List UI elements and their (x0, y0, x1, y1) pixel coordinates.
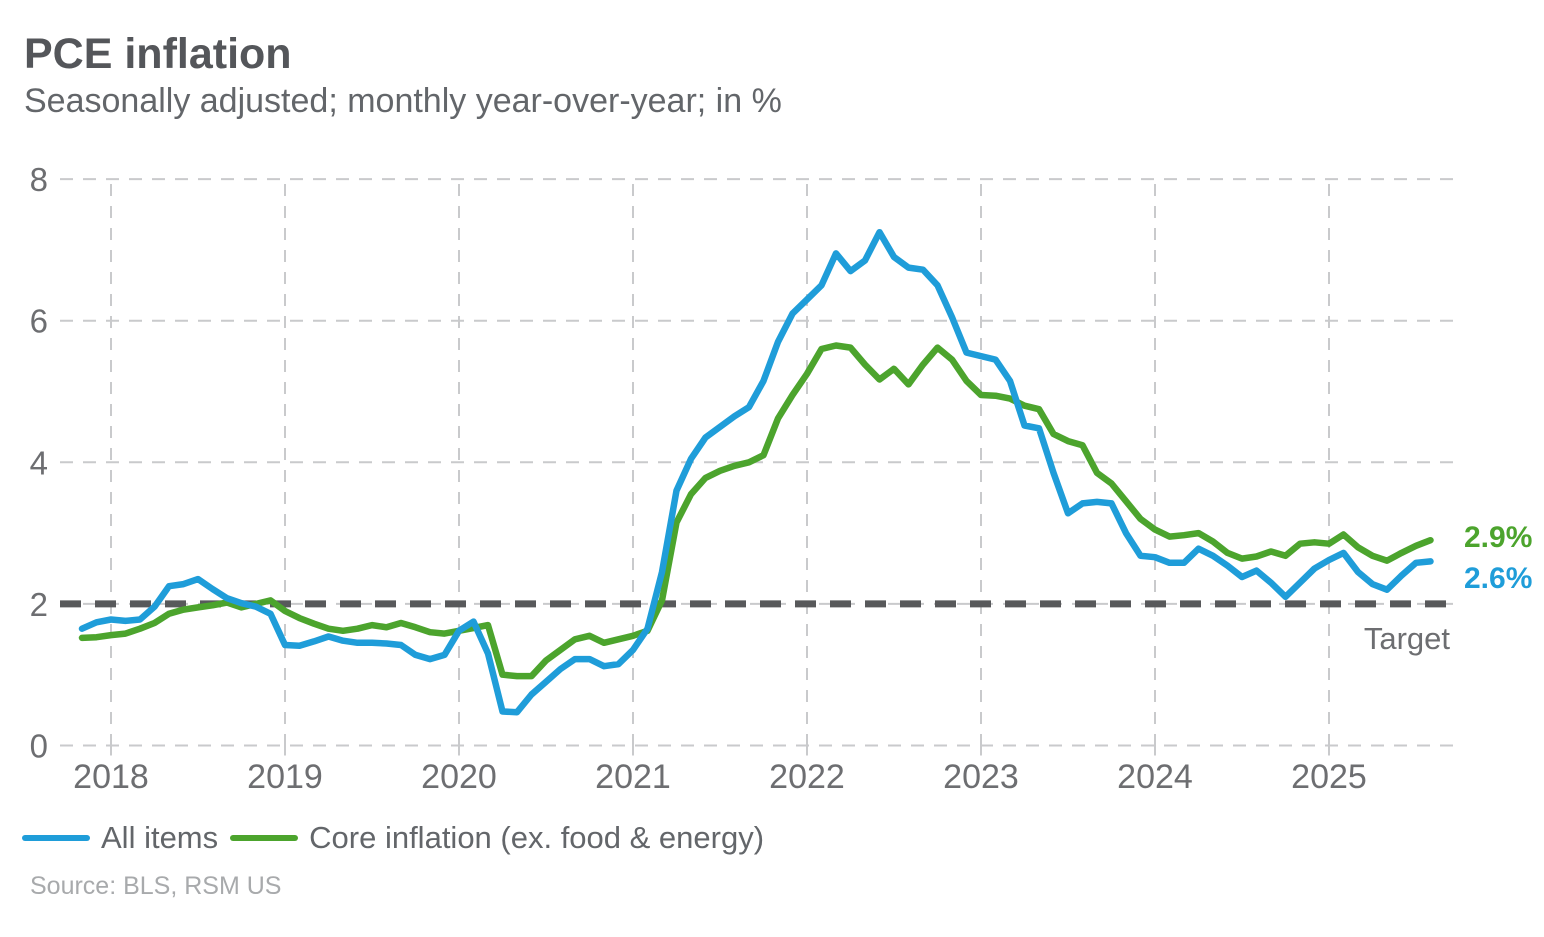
x-tick-label-2020: 2020 (421, 758, 497, 796)
target-label: Target (1364, 621, 1451, 656)
x-tick-label-2021: 2021 (595, 758, 671, 796)
x-tick-label-2023: 2023 (943, 758, 1019, 796)
series-line-core-inflation-ex-food-energy (78, 342, 1434, 680)
series-line-all-items (78, 228, 1434, 716)
legend: All items Core inflation (ex. food & ene… (22, 820, 776, 856)
y-tick-label-0: 0 (30, 728, 48, 765)
all-items-end-value-label: 2.6% (1464, 562, 1532, 595)
y-tick-label-8: 8 (30, 161, 48, 198)
core-end-value-label: 2.9% (1464, 521, 1532, 554)
chart-title: PCE inflation (24, 30, 292, 78)
legend-label-all-items: All items (101, 820, 219, 855)
legend-swatch-all-items (22, 835, 90, 841)
source-note: Source: BLS, RSM US (30, 872, 282, 900)
x-tick-label-2024: 2024 (1117, 758, 1193, 796)
y-tick-label-6: 6 (30, 303, 48, 340)
x-tick-label-2018: 2018 (73, 758, 149, 796)
y-tick-label-4: 4 (30, 444, 48, 481)
x-tick-label-2025: 2025 (1291, 758, 1367, 796)
chart-subtitle: Seasonally adjusted; monthly year-over-y… (24, 82, 782, 120)
x-tick-label-2019: 2019 (247, 758, 323, 796)
x-tick-label-2022: 2022 (769, 758, 845, 796)
legend-label-core-inflation: Core inflation (ex. food & energy) (309, 820, 765, 855)
y-tick-label-2: 2 (30, 586, 48, 623)
legend-swatch-core-inflation (230, 835, 299, 841)
